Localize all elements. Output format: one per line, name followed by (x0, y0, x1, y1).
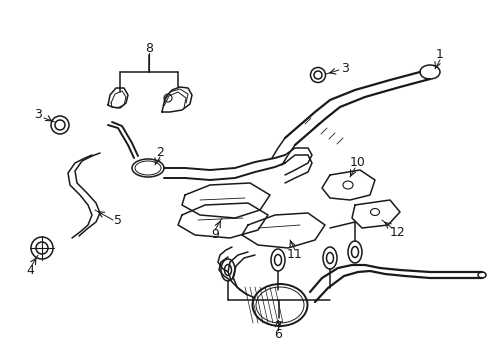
Text: 12: 12 (389, 225, 405, 238)
Text: 11: 11 (286, 248, 302, 261)
Text: 3: 3 (340, 62, 348, 75)
Text: 10: 10 (349, 156, 365, 168)
Text: 5: 5 (114, 213, 122, 226)
Text: 1: 1 (435, 49, 443, 62)
Text: 2: 2 (156, 145, 163, 158)
Text: 9: 9 (211, 229, 219, 242)
Text: 4: 4 (26, 264, 34, 276)
Text: 3: 3 (34, 108, 42, 122)
Text: 8: 8 (145, 41, 153, 54)
Text: 7: 7 (274, 320, 283, 333)
Text: 6: 6 (273, 328, 282, 342)
